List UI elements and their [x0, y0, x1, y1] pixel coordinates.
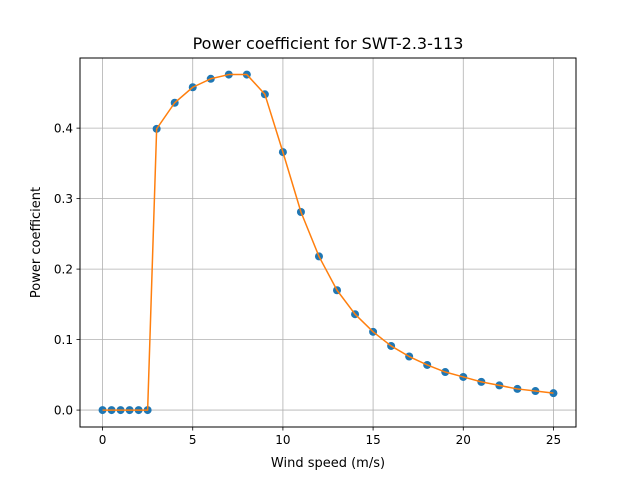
x-tick-label: 20 [456, 433, 471, 447]
y-tick-label: 0.1 [54, 333, 73, 347]
x-tick-label: 5 [189, 433, 197, 447]
chart-title: Power coefficient for SWT-2.3-113 [193, 34, 464, 53]
y-tick-label: 0.4 [54, 122, 73, 136]
y-tick-label: 0.2 [54, 263, 73, 277]
data-point [98, 406, 107, 415]
y-tick-label: 0.3 [54, 192, 73, 206]
plot-frame [79, 57, 577, 428]
plot-area [80, 58, 576, 427]
ticks: 0 5 10 15 20 25 0.0 0.1 0.2 0.3 0.4 [54, 122, 561, 447]
series-line [102, 73, 554, 411]
series [98, 70, 558, 415]
data-point [549, 389, 558, 398]
x-tick-label: 10 [275, 433, 290, 447]
x-tick-label: 25 [546, 433, 561, 447]
y-axis-label: Power coefficient [29, 187, 44, 298]
x-axis-label: Wind speed (m/s) [271, 456, 385, 471]
x-tick-label: 0 [99, 433, 107, 447]
y-tick-label: 0.0 [54, 404, 73, 418]
x-tick-label: 15 [365, 433, 380, 447]
grid [80, 58, 576, 427]
